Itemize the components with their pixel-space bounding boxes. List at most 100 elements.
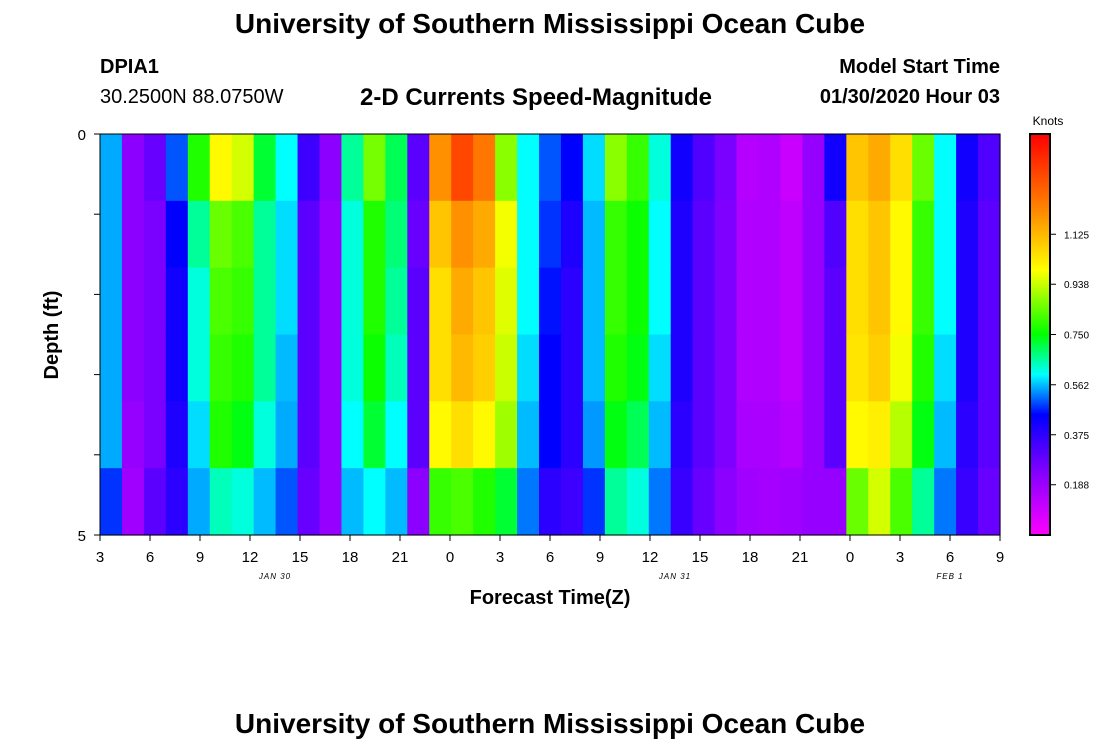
heatmap-cell bbox=[100, 267, 123, 336]
model-start-label: Model Start Time bbox=[839, 56, 1000, 78]
heatmap-cell bbox=[385, 468, 408, 536]
heatmap-cell bbox=[341, 334, 365, 402]
heatmap-cell bbox=[143, 468, 167, 536]
heatmap-cell bbox=[341, 468, 365, 536]
heatmap-cell bbox=[692, 401, 716, 469]
heatmap-cell bbox=[363, 468, 386, 536]
heatmap-cell bbox=[275, 468, 299, 536]
x-tick-label: 6 bbox=[146, 549, 154, 566]
heatmap-cell bbox=[956, 401, 979, 469]
heatmap-cell bbox=[802, 334, 825, 402]
heatmap-cell bbox=[319, 134, 343, 202]
heatmap-cell bbox=[209, 134, 233, 202]
heatmap-cell bbox=[802, 134, 825, 202]
date-label: FEB 1 bbox=[936, 572, 963, 581]
heatmap-cell bbox=[209, 401, 233, 469]
colorbar-tick-label: 0.938 bbox=[1064, 280, 1089, 291]
heatmap-cell bbox=[714, 401, 738, 469]
heatmap-cell bbox=[780, 267, 804, 336]
colorbar-tick-label: 1.125 bbox=[1064, 230, 1089, 241]
colorbar-ticks: 1.125 0.938 0.750 0.562 0.375 0.188 bbox=[1050, 230, 1089, 492]
heatmap-cell bbox=[780, 134, 804, 202]
heatmap-cell bbox=[978, 401, 1001, 469]
heatmap-cell bbox=[407, 334, 430, 402]
heatmap-cell bbox=[890, 334, 913, 402]
colorbar-title: Knots bbox=[1033, 114, 1064, 128]
heatmap-cell bbox=[670, 134, 694, 202]
heatmap-cell bbox=[473, 334, 496, 402]
heatmap-cell bbox=[934, 468, 957, 536]
heatmap-cell bbox=[429, 401, 452, 469]
heatmap-cell bbox=[692, 468, 716, 536]
heatmap-cell bbox=[648, 468, 672, 536]
heatmap-cell bbox=[846, 200, 869, 269]
colorbar-tick-label: 0.188 bbox=[1064, 481, 1089, 492]
colorbar-tick-label: 0.562 bbox=[1064, 381, 1089, 392]
heatmap-cell bbox=[912, 200, 935, 269]
heatmap-cell bbox=[846, 134, 869, 202]
heatmap-cell bbox=[890, 134, 913, 202]
heatmap-cell bbox=[473, 401, 496, 469]
heatmap-cell bbox=[253, 468, 277, 536]
date-label: JAN 30 bbox=[258, 572, 291, 581]
heatmap-cell bbox=[736, 267, 760, 336]
x-tick-label: 15 bbox=[292, 549, 309, 566]
heatmap-cell bbox=[934, 401, 957, 469]
colorbar bbox=[1029, 133, 1051, 536]
heatmap-cell bbox=[648, 401, 672, 469]
heatmap-cell bbox=[956, 134, 979, 202]
heatmap-cell bbox=[363, 200, 386, 269]
heatmap-cell bbox=[582, 200, 606, 269]
heatmap-cell bbox=[275, 334, 299, 402]
heatmap-cell bbox=[670, 200, 694, 269]
heatmap-cell bbox=[495, 134, 518, 202]
heatmap-cell bbox=[407, 401, 430, 469]
heatmap-cell bbox=[143, 134, 167, 202]
heatmap-cell bbox=[275, 267, 299, 336]
heatmap-cell bbox=[539, 401, 562, 469]
heatmap-cell bbox=[100, 401, 123, 469]
heatmap-cell bbox=[297, 468, 321, 536]
y-tick-label: 0 bbox=[78, 127, 86, 144]
heatmap-cell bbox=[714, 134, 738, 202]
heatmap-cell bbox=[187, 267, 211, 336]
heatmap-cell bbox=[714, 200, 738, 269]
heatmap-cell bbox=[758, 334, 782, 402]
heatmap-cell bbox=[385, 401, 408, 469]
heatmap-cell bbox=[517, 468, 540, 536]
heatmap-cell bbox=[560, 200, 584, 269]
x-tick-label: 18 bbox=[742, 549, 759, 566]
heatmap-cell bbox=[473, 468, 496, 536]
chart-axes: 3 6 9 12 15 18 21 0 3 6 9 12 15 18 21 0 3 6 9 JAN 30 JAN 31 F… bbox=[78, 127, 1005, 581]
x-tick-label: 9 bbox=[596, 549, 604, 566]
heatmap-cell bbox=[341, 267, 365, 336]
heatmap-cell bbox=[143, 334, 167, 402]
heatmap-cell bbox=[692, 267, 716, 336]
heatmap-cell bbox=[670, 334, 694, 402]
heatmap-cell bbox=[363, 334, 386, 402]
colorbar-tick-label: 0.375 bbox=[1064, 431, 1089, 442]
heatmap-cell bbox=[253, 334, 277, 402]
x-tick-label: 15 bbox=[692, 549, 709, 566]
heatmap-cell bbox=[231, 401, 255, 469]
heatmap-cell bbox=[846, 401, 869, 469]
heatmap-cell bbox=[824, 267, 847, 336]
footer-title: University of Southern Mississippi Ocean… bbox=[234, 708, 866, 739]
heatmap-cell bbox=[297, 134, 321, 202]
heatmap-cell bbox=[341, 401, 365, 469]
heatmap-cell bbox=[407, 468, 430, 536]
heatmap-cell bbox=[121, 468, 145, 536]
heatmap-cell bbox=[868, 468, 891, 536]
x-tick-label: 6 bbox=[946, 549, 954, 566]
heatmap-cell bbox=[407, 267, 430, 336]
heatmap-cell bbox=[451, 267, 474, 336]
heatmap-cell bbox=[604, 334, 628, 402]
heatmap-cell bbox=[648, 334, 672, 402]
heatmap-cell bbox=[582, 134, 606, 202]
heatmap-cell bbox=[121, 134, 145, 202]
heatmap-cell bbox=[582, 468, 606, 536]
heatmap-cell bbox=[604, 134, 628, 202]
heatmap-cell bbox=[890, 200, 913, 269]
heatmap-cell bbox=[868, 134, 891, 202]
heatmap-cell bbox=[363, 267, 386, 336]
